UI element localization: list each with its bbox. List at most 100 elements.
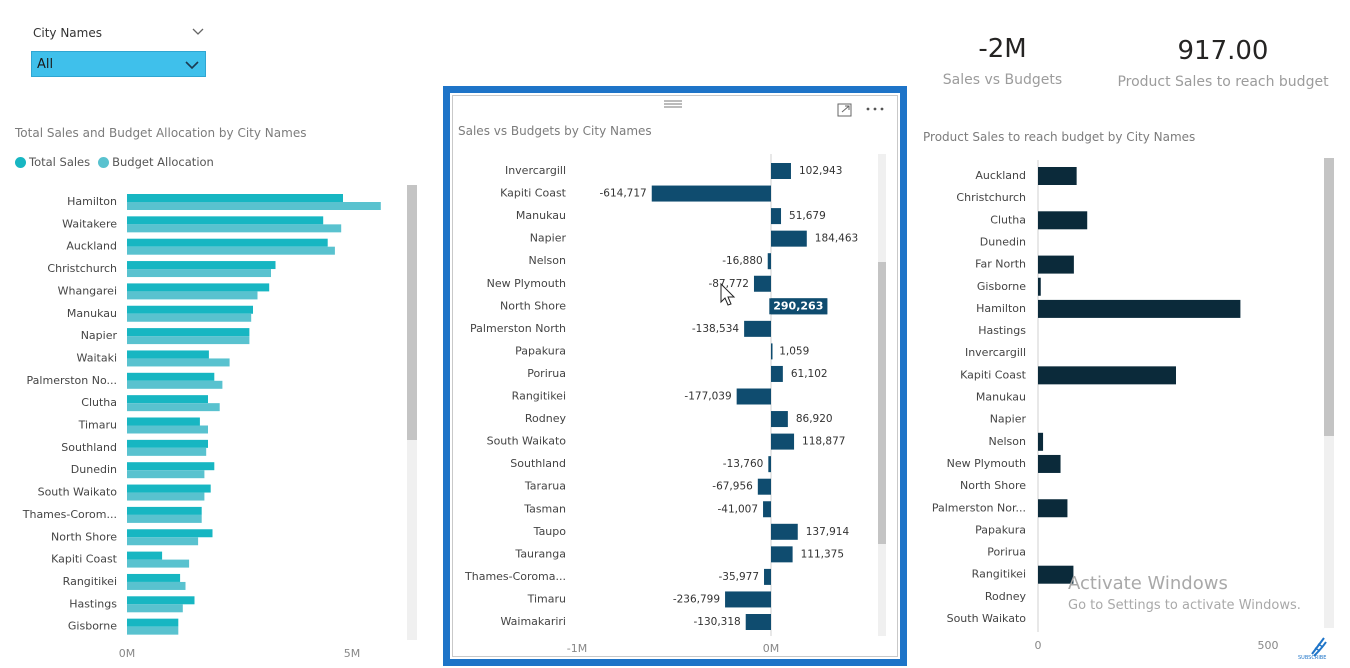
slicer-dropdown[interactable]: All bbox=[31, 51, 206, 77]
bar-sales-vs-budget bbox=[763, 501, 771, 518]
mouse-cursor-icon bbox=[720, 282, 736, 306]
slicer-title: City Names bbox=[33, 26, 102, 40]
bar-budget-allocation bbox=[127, 425, 208, 434]
activate-windows-title: Activate Windows bbox=[1068, 573, 1228, 594]
category-label: Auckland bbox=[975, 169, 1026, 182]
category-label: Tauranga bbox=[514, 547, 566, 560]
x-tick-label: 0 bbox=[1035, 639, 1042, 652]
legend-marker bbox=[98, 156, 110, 168]
bar-sales-vs-budget bbox=[771, 365, 783, 382]
bar-budget-allocation bbox=[127, 269, 271, 278]
category-label: North Shore bbox=[500, 299, 566, 312]
category-label: Southland bbox=[510, 457, 566, 470]
category-label: Hastings bbox=[978, 324, 1026, 337]
product-sales-to-reach-budget-chart[interactable]: Auckland Christchurch Clutha Dunedin Far Nor… bbox=[915, 152, 1345, 664]
bar-total-sales bbox=[127, 395, 208, 404]
bar-budget-allocation bbox=[127, 447, 207, 456]
focus-mode-icon[interactable] bbox=[836, 102, 854, 118]
category-label: New Plymouth bbox=[947, 457, 1026, 470]
bar-budget-allocation bbox=[127, 336, 250, 345]
category-label: Clutha bbox=[81, 396, 117, 409]
category-label: Nelson bbox=[529, 254, 567, 267]
kpi-card-product-sales: 917.00 Product Sales to reach budget bbox=[1113, 36, 1333, 90]
bar-budget-allocation bbox=[127, 291, 258, 300]
category-label: Porirua bbox=[987, 546, 1026, 559]
bar-sales-vs-budget bbox=[768, 456, 771, 473]
x-tick-label: 500 bbox=[1258, 639, 1279, 652]
kpi-card-sales-vs-budgets: -2M Sales vs Budgets bbox=[940, 34, 1065, 88]
category-label: Manukau bbox=[67, 307, 117, 320]
sales-vs-budgets-chart[interactable]: Invercargill 102,943 Kapiti Coast -614,717 M… bbox=[450, 150, 895, 658]
bar-product-sales bbox=[1038, 366, 1176, 385]
drag-handle-icon[interactable] bbox=[662, 98, 684, 110]
category-label: North Shore bbox=[51, 530, 117, 543]
bar-product-sales bbox=[1038, 211, 1088, 230]
legend-item-budget-allocation[interactable]: Budget Allocation bbox=[98, 155, 214, 169]
category-label: Kapiti Coast bbox=[960, 368, 1027, 381]
dna-logo-icon[interactable] bbox=[1298, 628, 1338, 662]
category-label: Rodney bbox=[525, 412, 567, 425]
bar-budget-allocation bbox=[127, 492, 205, 501]
category-label: Invercargill bbox=[505, 164, 566, 177]
category-label: Thames-Corom... bbox=[22, 508, 117, 521]
data-label: -130,318 bbox=[693, 616, 740, 628]
data-label: -35,977 bbox=[718, 571, 759, 583]
category-label: Waitaki bbox=[77, 351, 117, 364]
category-label: Rangitikei bbox=[512, 390, 566, 403]
bar-sales-vs-budget bbox=[753, 275, 771, 292]
bar-budget-allocation bbox=[127, 246, 335, 255]
category-label: Porirua bbox=[527, 367, 566, 380]
bar-total-sales bbox=[127, 618, 179, 627]
bar-product-sales bbox=[1038, 277, 1041, 296]
x-tick-label: -1M bbox=[567, 642, 587, 655]
bar-sales-vs-budget bbox=[771, 230, 807, 247]
bar-sales-vs-budget bbox=[771, 411, 788, 428]
bar-budget-allocation bbox=[127, 626, 179, 635]
bar-total-sales bbox=[127, 261, 276, 270]
chart-title: Product Sales to reach budget by City Na… bbox=[923, 130, 1196, 144]
data-label: 137,914 bbox=[806, 526, 850, 538]
category-label: Thames-Coroma... bbox=[464, 570, 566, 583]
bar-total-sales bbox=[127, 305, 253, 314]
x-tick-label: 5M bbox=[344, 647, 361, 660]
bar-sales-vs-budget bbox=[725, 591, 771, 608]
category-label: Waimakariri bbox=[500, 615, 566, 628]
subscribe-label: SUBSCRIBE bbox=[1298, 655, 1327, 661]
total-sales-budget-chart[interactable]: Hamilton Waitakere Auckland Christchurch Wha… bbox=[0, 180, 430, 668]
bar-budget-allocation bbox=[127, 537, 199, 546]
category-label: Christchurch bbox=[47, 262, 117, 275]
scrollbar-thumb bbox=[1324, 158, 1334, 436]
data-label: 118,877 bbox=[802, 436, 845, 448]
bar-sales-vs-budget bbox=[771, 523, 798, 540]
legend-item-total-sales[interactable]: Total Sales bbox=[15, 155, 90, 169]
focused-visual-card[interactable] bbox=[443, 86, 907, 666]
scrollbar-thumb bbox=[878, 262, 886, 544]
data-label: 61,102 bbox=[791, 368, 828, 380]
category-label: Christchurch bbox=[956, 191, 1026, 204]
chevron-down-icon[interactable] bbox=[191, 26, 205, 38]
category-label: Hastings bbox=[69, 597, 117, 610]
legend-label: Budget Allocation bbox=[112, 155, 214, 169]
kpi-value: -2M bbox=[978, 34, 1027, 64]
data-label: -41,007 bbox=[718, 503, 759, 515]
city-names-slicer[interactable]: City Names All bbox=[31, 22, 207, 80]
bar-sales-vs-budget bbox=[651, 185, 771, 202]
bar-budget-allocation bbox=[127, 581, 186, 590]
bar-total-sales bbox=[127, 596, 195, 605]
bar-budget-allocation bbox=[127, 514, 202, 523]
bar-sales-vs-budget bbox=[771, 546, 793, 563]
kpi-label: Product Sales to reach budget bbox=[1117, 74, 1329, 90]
bar-total-sales bbox=[127, 573, 181, 582]
bar-total-sales bbox=[127, 328, 250, 337]
more-options-icon[interactable] bbox=[864, 105, 886, 113]
chevron-down-icon[interactable] bbox=[184, 58, 200, 72]
bar-sales-vs-budget bbox=[767, 253, 771, 270]
bar-total-sales bbox=[127, 417, 200, 426]
category-label: Hamilton bbox=[67, 195, 117, 208]
data-label: -16,880 bbox=[722, 255, 763, 267]
highlighted-data-label-bg bbox=[769, 298, 828, 315]
legend-label: Total Sales bbox=[29, 155, 91, 169]
bar-total-sales bbox=[127, 194, 343, 202]
kpi-value: 917.00 bbox=[1177, 36, 1269, 66]
bar-sales-vs-budget bbox=[736, 388, 771, 405]
